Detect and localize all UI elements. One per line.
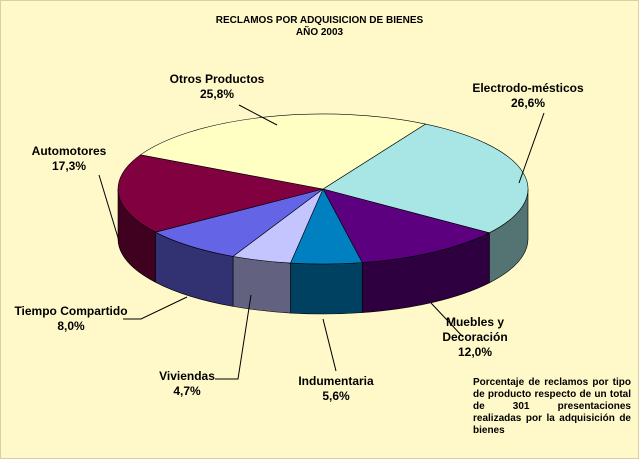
value-label: 25,8% xyxy=(199,87,235,101)
category-label: Indumentaria xyxy=(298,374,374,388)
slice-label: Tiempo Compartido 8,0% xyxy=(14,304,127,334)
category-label: Muebles y Decoración xyxy=(442,315,508,344)
slice xyxy=(139,113,427,190)
value-label: 4,7% xyxy=(173,384,201,398)
category-label: Viviendas xyxy=(159,369,215,383)
slice-label: Indumentaria 5,6% xyxy=(298,374,373,404)
leader-line xyxy=(430,302,464,338)
slice-label: Electrodo-mésticos 26,6% xyxy=(472,81,583,111)
annotation: Porcentaje de reclamos por tipo de produ… xyxy=(473,377,631,436)
slice-label: Otros Productos 25,8% xyxy=(170,72,265,102)
category-label: Otros Productos xyxy=(169,72,265,86)
value-label: 8,0% xyxy=(57,319,85,333)
leader-line xyxy=(322,318,337,372)
slice xyxy=(322,123,529,234)
slice xyxy=(322,188,491,263)
value-label: 12,0% xyxy=(457,345,493,359)
value-label: 5,6% xyxy=(322,389,350,403)
slice-side xyxy=(290,262,363,315)
leader-line xyxy=(238,104,278,126)
value-label: 26,6% xyxy=(510,96,546,110)
slice-label: Muebles y Decoración 12,0% xyxy=(435,315,515,360)
category-label: Electrodo-mésticos xyxy=(472,81,584,95)
category-label: Automotores xyxy=(31,144,107,158)
slice xyxy=(117,154,324,233)
slice-label: Viviendas 4,7% xyxy=(159,369,215,399)
chart-title: RECLAMOS POR ADQUISICION DE BIENES xyxy=(215,15,424,26)
slice-label: Automotores 17,3% xyxy=(32,144,107,174)
leader-line xyxy=(215,294,252,380)
category-label: Tiempo Compartido xyxy=(14,304,128,318)
chart-subtitle: AÑO 2003 xyxy=(295,27,344,38)
leader-line xyxy=(518,112,545,184)
leader-line xyxy=(123,296,188,320)
leader-line xyxy=(98,174,120,242)
slice-side xyxy=(232,256,291,314)
value-label: 17,3% xyxy=(51,159,87,173)
slice xyxy=(154,188,324,257)
